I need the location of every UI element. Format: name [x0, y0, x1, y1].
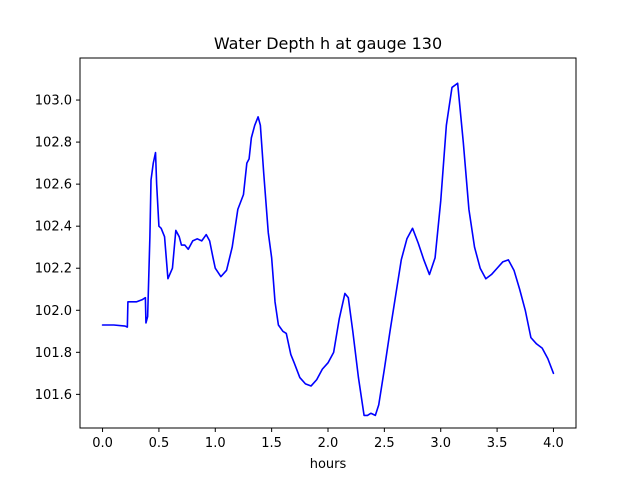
chart-title: Water Depth h at gauge 130	[214, 34, 442, 53]
series-line	[101, 82, 555, 417]
y-tick-label: 101.8	[35, 346, 72, 361]
x-axis-label: hours	[310, 457, 347, 472]
x-tick-label: 2.0	[318, 436, 339, 451]
y-tick-label: 102.0	[35, 304, 72, 319]
x-tick-label: 0.0	[92, 436, 113, 451]
y-tick-label: 102.4	[35, 220, 72, 235]
y-tick-label: 102.6	[35, 178, 72, 193]
x-tick-label: 0.5	[149, 436, 170, 451]
x-tick-label: 1.5	[261, 436, 282, 451]
y-tick-label: 101.6	[35, 388, 72, 403]
x-tick-label: 1.0	[205, 436, 226, 451]
x-tick-label: 2.5	[374, 436, 395, 451]
x-tick-label: 3.5	[487, 436, 508, 451]
series-layer	[101, 82, 555, 417]
plot-frame	[79, 57, 577, 429]
x-tick-label: 3.0	[430, 436, 451, 451]
y-tick-label: 102.2	[35, 262, 72, 277]
y-tick-label: 103.0	[35, 94, 72, 109]
x-tick-label: 4.0	[543, 436, 564, 451]
tick-layer: 0.0 0.5 1.0 1.5 2.0 2.5 3.0 3.5 4.0 101.6 101.8 102…	[35, 94, 564, 451]
y-tick-label: 102.8	[35, 136, 72, 151]
